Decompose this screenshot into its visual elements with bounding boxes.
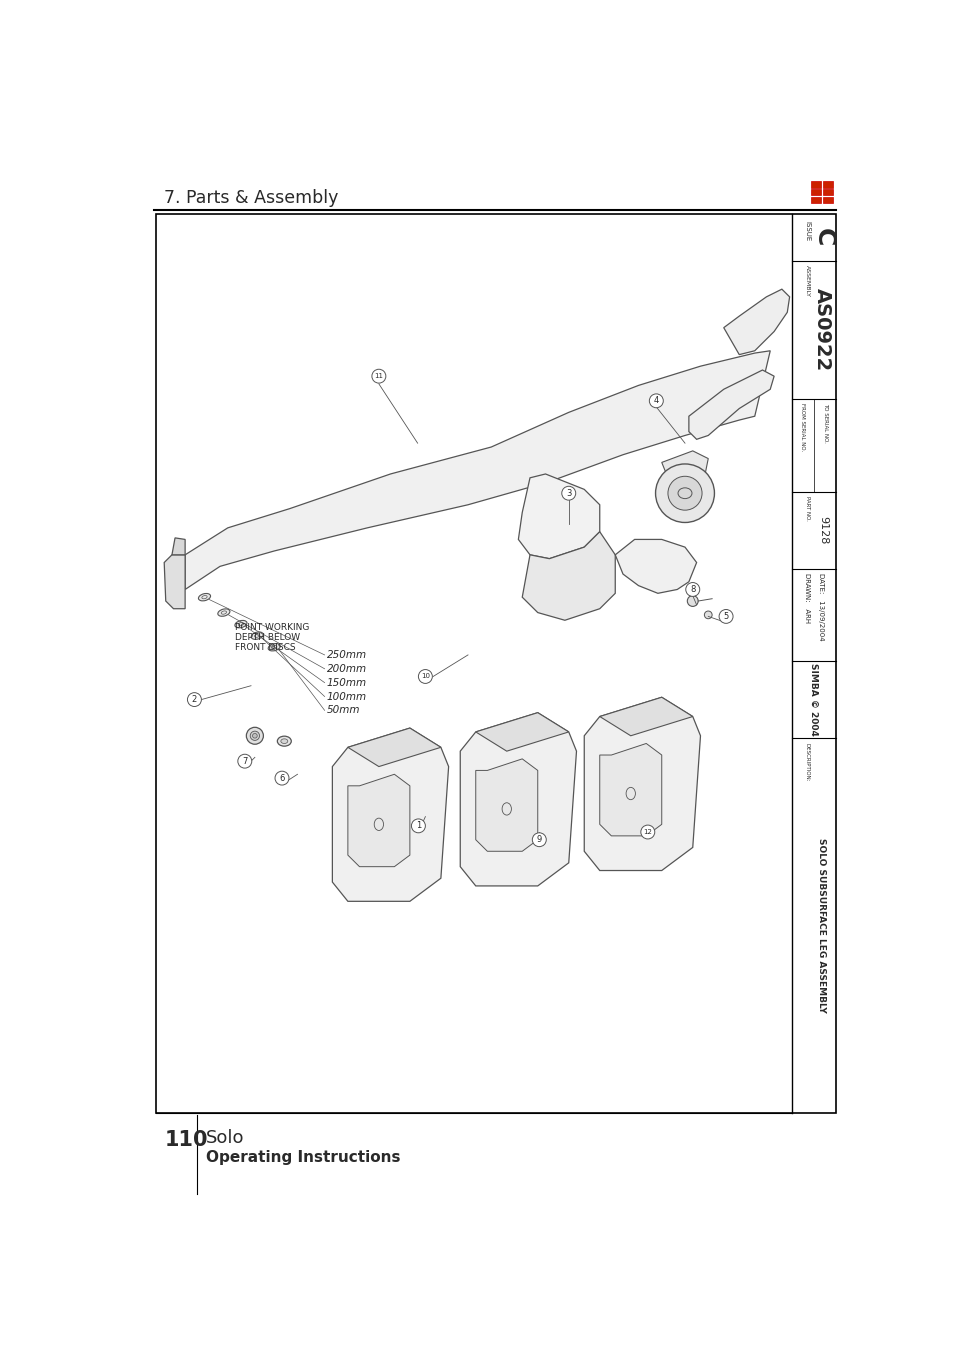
Circle shape [561,486,575,500]
Bar [810,189,821,196]
Circle shape [649,394,662,408]
Text: 110: 110 [164,1129,208,1150]
Circle shape [532,832,546,847]
Circle shape [703,611,711,619]
Text: 250mm: 250mm [327,650,367,659]
Bar [810,197,821,203]
Circle shape [250,731,259,740]
Ellipse shape [251,632,263,639]
Text: 9128: 9128 [817,516,827,544]
Circle shape [411,819,425,832]
Text: 7. Parts & Assembly: 7. Parts & Assembly [164,189,338,207]
Bar [822,197,832,203]
Polygon shape [172,538,185,555]
Polygon shape [476,713,568,751]
Polygon shape [661,451,707,497]
Circle shape [237,754,252,769]
Text: 8: 8 [689,585,695,594]
Polygon shape [332,728,448,901]
Text: PART NO.: PART NO. [804,496,809,520]
Circle shape [685,582,699,596]
Text: AS0922: AS0922 [812,288,831,372]
Polygon shape [583,697,700,870]
Text: 1: 1 [416,821,420,831]
Circle shape [253,734,257,738]
Text: 6: 6 [279,774,284,782]
Circle shape [655,463,714,523]
Text: FROM SERIAL NO.: FROM SERIAL NO. [800,403,804,451]
Polygon shape [599,697,692,736]
Ellipse shape [217,609,230,616]
Polygon shape [599,743,661,836]
Text: 100mm: 100mm [327,692,367,701]
Text: C: C [811,228,835,247]
Circle shape [187,693,201,707]
Bar [822,189,832,196]
Text: 2: 2 [192,694,197,704]
Polygon shape [348,728,440,766]
Text: 11: 11 [374,373,383,380]
Text: 7: 7 [242,757,247,766]
Text: 5: 5 [722,612,728,621]
Bar [810,181,821,188]
Polygon shape [521,532,615,620]
Circle shape [274,771,289,785]
Text: DESCRIPTION:: DESCRIPTION: [804,743,809,781]
Text: 200mm: 200mm [327,663,367,674]
Ellipse shape [198,593,211,601]
Text: Solo: Solo [206,1128,244,1147]
Text: POINT WORKING
DEPTH BELOW
FRONT DISCS: POINT WORKING DEPTH BELOW FRONT DISCS [235,623,310,653]
Text: ISSUE: ISSUE [803,220,809,240]
Circle shape [246,727,263,744]
Text: 150mm: 150mm [327,678,367,688]
Circle shape [418,670,432,684]
Text: ASSEMBLY: ASSEMBLY [804,265,809,297]
Text: DATE:   13/09/2004: DATE: 13/09/2004 [817,573,822,640]
Bar [822,181,832,188]
Polygon shape [615,539,696,593]
Polygon shape [688,370,773,439]
Polygon shape [459,713,576,886]
Text: TO SERIAL NO.: TO SERIAL NO. [821,403,826,443]
Text: 3: 3 [565,489,571,497]
Text: 50mm: 50mm [327,705,360,716]
Text: 9: 9 [537,835,541,844]
Bar [156,215,835,1113]
Ellipse shape [234,620,247,628]
Polygon shape [348,774,410,867]
Ellipse shape [268,643,280,651]
Circle shape [667,477,701,511]
Text: 4: 4 [653,396,659,405]
Circle shape [686,596,698,607]
Polygon shape [723,289,789,354]
Text: SOLO SUBSURFACE LEG ASSEMBLY: SOLO SUBSURFACE LEG ASSEMBLY [816,838,825,1013]
Ellipse shape [280,739,288,743]
Ellipse shape [277,736,291,746]
Polygon shape [517,474,599,559]
Text: Operating Instructions: Operating Instructions [206,1150,400,1165]
Circle shape [640,825,654,839]
Text: 10: 10 [420,674,430,680]
Circle shape [719,609,732,623]
Polygon shape [476,759,537,851]
Polygon shape [185,351,769,589]
Circle shape [372,369,385,384]
Polygon shape [164,555,185,609]
Text: DRAWN:   ARH: DRAWN: ARH [803,573,809,623]
Text: 12: 12 [642,830,652,835]
Text: SIMBA © 2004: SIMBA © 2004 [809,663,818,736]
